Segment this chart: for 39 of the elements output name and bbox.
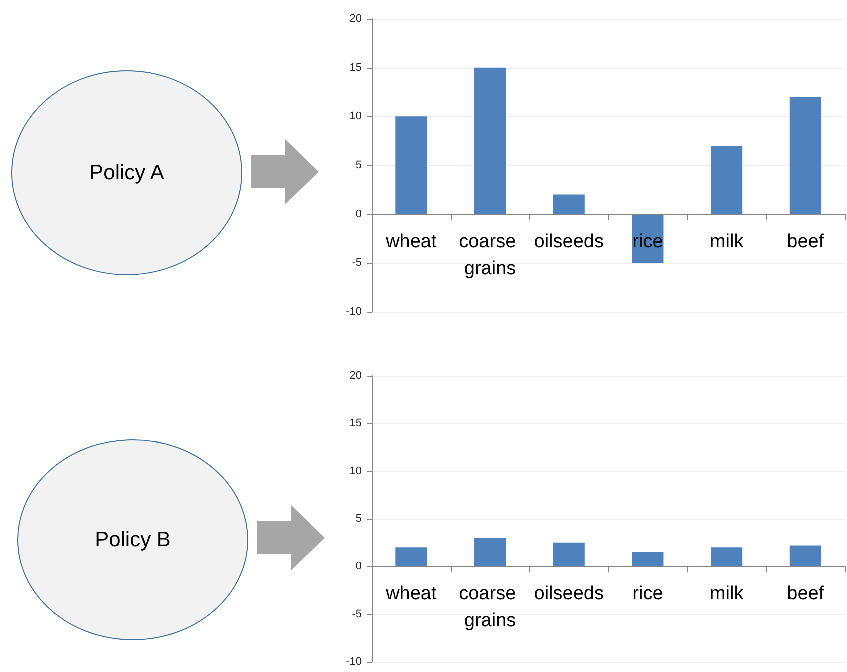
bar	[474, 538, 506, 567]
bar	[790, 97, 822, 214]
y-tick-label: 5	[356, 160, 362, 172]
bar	[553, 194, 585, 214]
y-tick-label: -10	[346, 656, 362, 668]
bar	[553, 542, 585, 567]
y-tick-label: -5	[352, 257, 362, 270]
x-tick-label: wheat	[385, 231, 438, 252]
x-tick-label: beef	[787, 584, 825, 605]
text: Policy A	[90, 162, 164, 184]
bar	[711, 146, 743, 214]
x-tick-label: milk	[710, 231, 744, 252]
x-tick-label: oilseeds	[534, 231, 604, 252]
x-tick-label: coarse grains	[459, 584, 522, 632]
y-tick-label: -5	[352, 608, 362, 620]
y-tick-label: 10	[350, 465, 362, 478]
y-tick-label: 5	[356, 513, 362, 525]
y-tick-label: 0	[356, 208, 362, 220]
bar	[396, 116, 428, 214]
bar	[474, 68, 506, 214]
x-tick-label: rice	[632, 231, 664, 252]
y-tick-label: 20	[350, 13, 362, 25]
x-tick-label: oilseeds	[534, 584, 604, 605]
y-tick-label: 10	[350, 110, 362, 123]
x-tick-label: rice	[632, 584, 664, 605]
x-tick-label: milk	[710, 584, 744, 605]
text: Policy B	[95, 528, 171, 552]
bar	[790, 546, 822, 567]
bar	[711, 548, 743, 567]
x-tick-label: wheat	[385, 584, 438, 605]
bar	[632, 552, 664, 567]
y-tick-label: 15	[350, 418, 362, 430]
y-tick-label: 20	[350, 370, 362, 382]
bar	[396, 548, 428, 567]
y-tick-label: -10	[346, 306, 362, 318]
y-tick-label: 15	[350, 62, 362, 74]
x-tick-label: beef	[787, 231, 825, 252]
y-tick-label: 0	[356, 560, 362, 573]
x-tick-label: coarse grains	[459, 231, 522, 280]
